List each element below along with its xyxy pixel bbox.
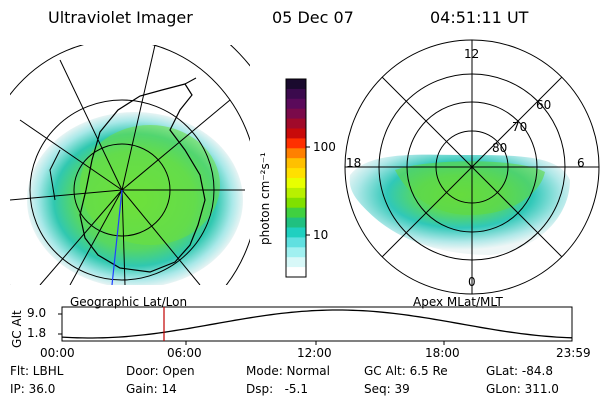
orbit-ytick-low: 1.8 bbox=[27, 326, 47, 340]
colorbar-band bbox=[286, 98, 306, 110]
colorbar-band bbox=[286, 247, 306, 258]
longitude-grid bbox=[10, 45, 245, 285]
status-flt: Flt: LBHL bbox=[10, 364, 64, 378]
mlt-label-18: 18 bbox=[346, 156, 362, 170]
colorbar-band bbox=[286, 178, 306, 189]
colorbar-tick-10: 10 bbox=[313, 228, 329, 242]
date-label: 05 Dec 07 bbox=[272, 8, 354, 27]
colorbar-band bbox=[286, 187, 306, 199]
noon-meridian bbox=[111, 189, 123, 285]
colorbar-band bbox=[286, 158, 306, 169]
mlt-label-12: 12 bbox=[464, 47, 480, 61]
colorbar-band bbox=[286, 88, 306, 100]
colorbar-band bbox=[286, 118, 306, 129]
coastline bbox=[79, 83, 206, 273]
orbit-plot bbox=[58, 306, 573, 345]
status-glon: GLon: 311.0 bbox=[486, 382, 559, 396]
colorbar-band bbox=[286, 108, 306, 120]
colorbar-unit-label: photon cm⁻²s⁻¹ bbox=[258, 152, 272, 245]
colorbar-band bbox=[286, 257, 306, 268]
right-map-caption: Apex MLat/MLT bbox=[413, 295, 503, 309]
status-dsp: Dsp: -5.1 bbox=[246, 382, 309, 396]
colorbar-band bbox=[286, 168, 306, 179]
altitude-curve bbox=[61, 309, 573, 339]
left-map-caption: Geographic Lat/Lon bbox=[70, 295, 188, 309]
instrument-title: Ultraviolet Imager bbox=[48, 8, 193, 27]
status-seq: Seq: 39 bbox=[364, 382, 410, 396]
status-door: Door: Open bbox=[126, 364, 195, 378]
colorbar-band bbox=[286, 267, 306, 278]
colorbar-band bbox=[286, 237, 306, 248]
geographic-map bbox=[10, 45, 250, 285]
mlat-label-70: 70 bbox=[512, 120, 528, 134]
status-gc-alt: GC Alt: 6.5 Re bbox=[364, 364, 448, 378]
mlt-label-6: 6 bbox=[577, 156, 585, 170]
orbit-ylabel: GC Alt bbox=[10, 310, 24, 348]
colorbar-band bbox=[286, 128, 306, 139]
mlat-label-60: 60 bbox=[536, 98, 552, 112]
colorbar-tick-100: 100 bbox=[313, 140, 336, 154]
orbit-ytick-high: 9.0 bbox=[27, 306, 47, 320]
colorbar-band bbox=[286, 79, 306, 90]
colorbar-band bbox=[286, 138, 306, 149]
colorbar-band bbox=[286, 207, 306, 219]
colorbar-band bbox=[286, 217, 306, 228]
colorbar-band bbox=[286, 148, 306, 159]
colorbar-band bbox=[286, 197, 306, 209]
mlat-label-80: 80 bbox=[492, 141, 508, 155]
orbit-plot-frame bbox=[61, 306, 573, 342]
status-mode: Mode: Normal bbox=[246, 364, 330, 378]
orbit-xtick-1200: 12:00 bbox=[297, 346, 332, 360]
orbit-xtick-0000: 00:00 bbox=[40, 346, 75, 360]
polar-grid bbox=[344, 39, 600, 295]
orbit-xtick-0600: 06:00 bbox=[167, 346, 202, 360]
status-gain: Gain: 14 bbox=[126, 382, 177, 396]
colorbar-band bbox=[286, 227, 306, 238]
orbit-xtick-1800: 18:00 bbox=[425, 346, 460, 360]
mlt-label-0: 0 bbox=[468, 275, 476, 289]
status-glat: GLat: -84.8 bbox=[486, 364, 553, 378]
orbit-xtick-2359: 23:59 bbox=[556, 346, 591, 360]
time-label: 04:51:11 UT bbox=[430, 8, 529, 27]
colorbar bbox=[285, 78, 310, 278]
status-ip: IP: 36.0 bbox=[10, 382, 56, 396]
